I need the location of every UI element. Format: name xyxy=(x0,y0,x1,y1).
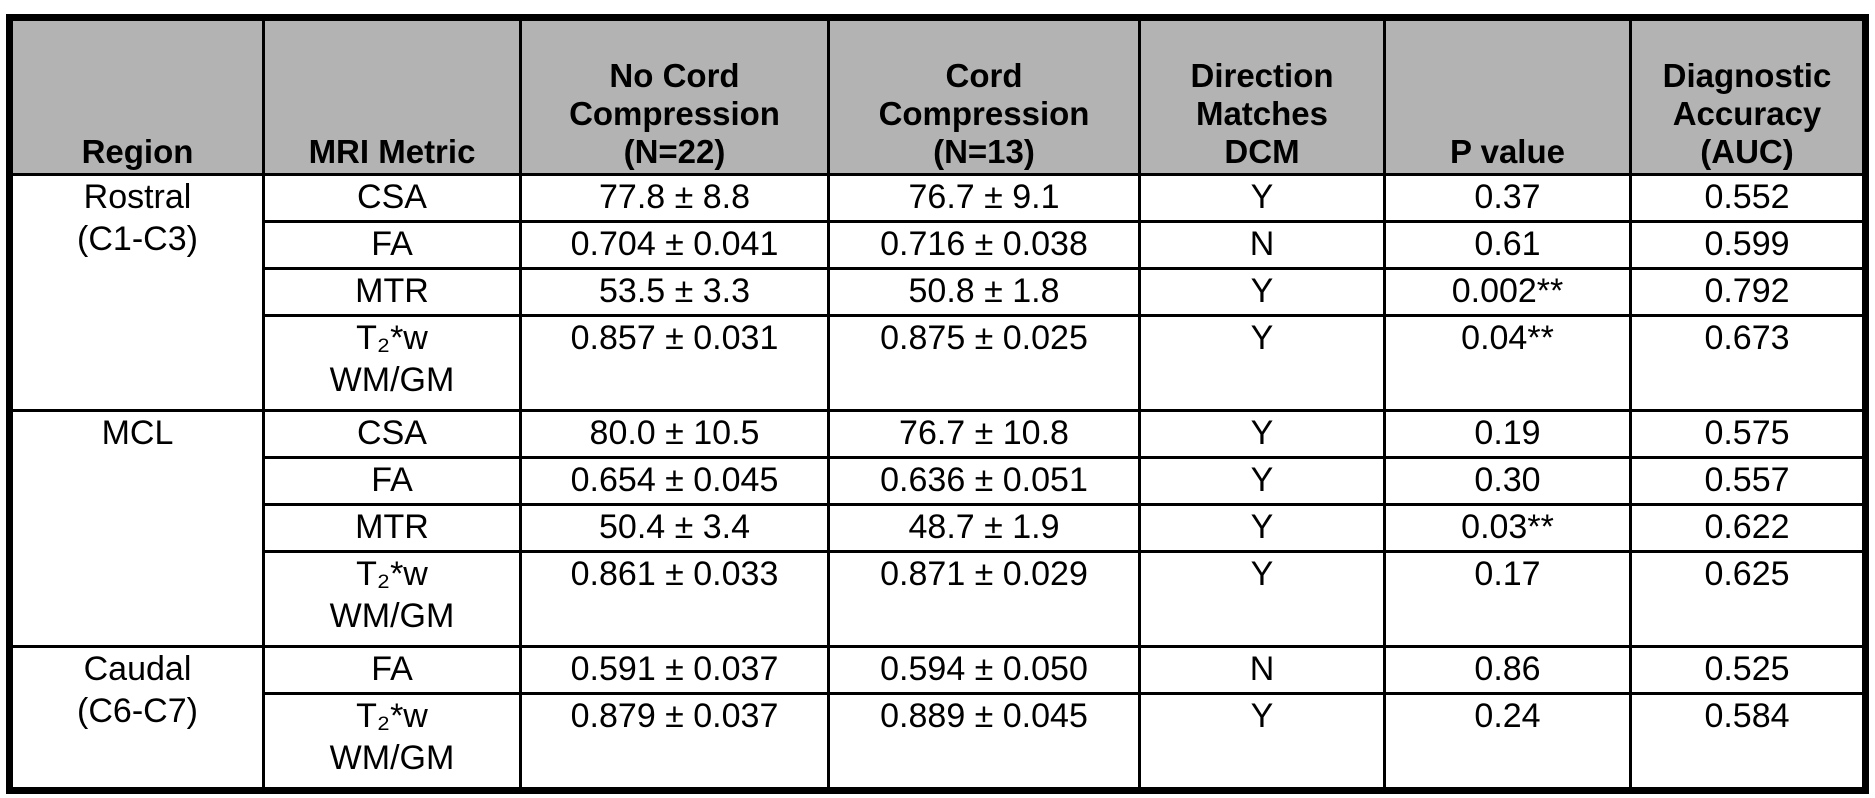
mri-metric: T₂*w WM/GM xyxy=(262,550,522,648)
mri-metric: MTR xyxy=(262,503,522,553)
compression-value: 0.716 ± 0.038 xyxy=(827,220,1141,270)
mri-metric: FA xyxy=(262,645,522,695)
auc-value: 0.792 xyxy=(1629,267,1867,317)
table-body: Rostral (C1-C3) CSA 77.8 ± 8.8 76.7 ± 9.1 Y 0… xyxy=(8,173,1867,792)
auc-value: 0.625 xyxy=(1629,550,1867,648)
mri-metric: FA xyxy=(262,220,522,270)
direction-match: Y xyxy=(1138,503,1386,553)
no-compression-value: 0.857 ± 0.031 xyxy=(519,314,830,412)
table-row: Caudal (C6-C7) FA 0.591 ± 0.037 0.594 ± 0.0… xyxy=(8,645,1867,792)
table-row: FA 0.704 ± 0.041 0.716 ± 0.038 N 0.61 0.599 xyxy=(10,220,1867,270)
direction-match: Y xyxy=(1138,550,1386,648)
table-row: MTR 53.5 ± 3.3 50.8 ± 1.8 Y 0.002** 0.792 xyxy=(10,267,1867,317)
region-cell: Rostral (C1-C3) xyxy=(8,173,265,412)
compression-value: 48.7 ± 1.9 xyxy=(827,503,1141,553)
header-diagnostic-accuracy: Diagnostic Accuracy (AUC) xyxy=(1629,16,1867,176)
table-row: T₂*w WM/GM 0.861 ± 0.033 0.871 ± 0.029 Y 0.1… xyxy=(10,550,1867,648)
p-value: 0.24 xyxy=(1383,692,1632,792)
no-compression-value: 0.591 ± 0.037 xyxy=(519,645,830,695)
p-value: 0.30 xyxy=(1383,456,1632,506)
compression-value: 0.875 ± 0.025 xyxy=(827,314,1141,412)
compression-value: 0.871 ± 0.029 xyxy=(827,550,1141,648)
header-no-cord-compression: No Cord Compression (N=22) xyxy=(519,16,830,176)
no-compression-value: 50.4 ± 3.4 xyxy=(519,503,830,553)
p-value: 0.19 xyxy=(1383,409,1632,459)
auc-value: 0.599 xyxy=(1629,220,1867,270)
direction-match: Y xyxy=(1138,314,1386,412)
mri-metric: T₂*w WM/GM xyxy=(262,692,522,792)
no-compression-value: 0.654 ± 0.045 xyxy=(519,456,830,506)
table-row: T₂*w WM/GM 0.879 ± 0.037 0.889 ± 0.045 Y 0.2… xyxy=(10,692,1867,792)
table-row: T₂*w WM/GM 0.857 ± 0.031 0.875 ± 0.025 Y 0.0… xyxy=(10,314,1867,412)
auc-value: 0.552 xyxy=(1629,173,1867,223)
no-compression-value: 0.861 ± 0.033 xyxy=(519,550,830,648)
region-cell: MCL xyxy=(8,409,265,648)
p-value: 0.61 xyxy=(1383,220,1632,270)
compression-value: 0.636 ± 0.051 xyxy=(827,456,1141,506)
header-direction-matches-dcm: Direction Matches DCM xyxy=(1138,16,1386,176)
mri-metric: FA xyxy=(262,456,522,506)
mri-metric: MTR xyxy=(262,267,522,317)
auc-value: 0.673 xyxy=(1629,314,1867,412)
direction-match: N xyxy=(1138,220,1386,270)
region-cell: Caudal (C6-C7) xyxy=(8,645,265,792)
direction-match: Y xyxy=(1138,173,1386,223)
header-p-value: P value xyxy=(1383,16,1632,176)
compression-value: 76.7 ± 9.1 xyxy=(827,173,1141,223)
auc-value: 0.622 xyxy=(1629,503,1867,553)
no-compression-value: 77.8 ± 8.8 xyxy=(519,173,830,223)
p-value: 0.37 xyxy=(1383,173,1632,223)
mri-metric: CSA xyxy=(262,409,522,459)
auc-value: 0.557 xyxy=(1629,456,1867,506)
header-region: Region xyxy=(8,16,265,176)
direction-match: Y xyxy=(1138,409,1386,459)
compression-value: 0.594 ± 0.050 xyxy=(827,645,1141,695)
p-value: 0.86 xyxy=(1383,645,1632,695)
mri-metric: T₂*w WM/GM xyxy=(262,314,522,412)
auc-value: 0.575 xyxy=(1629,409,1867,459)
table-row: Rostral (C1-C3) CSA 77.8 ± 8.8 76.7 ± 9.1 Y 0… xyxy=(8,173,1867,412)
header-cord-compression: Cord Compression (N=13) xyxy=(827,16,1141,176)
p-value: 0.04** xyxy=(1383,314,1632,412)
mri-metric: CSA xyxy=(262,173,522,223)
header-row: Region MRI Metric No Cord Compression (N… xyxy=(8,16,1867,176)
no-compression-value: 53.5 ± 3.3 xyxy=(519,267,830,317)
direction-match: Y xyxy=(1138,456,1386,506)
p-value: 0.002** xyxy=(1383,267,1632,317)
header-mri-metric: MRI Metric xyxy=(262,16,522,176)
p-value: 0.17 xyxy=(1383,550,1632,648)
table-row: MTR 50.4 ± 3.4 48.7 ± 1.9 Y 0.03** 0.622 xyxy=(10,503,1867,553)
direction-match: Y xyxy=(1138,692,1386,792)
no-compression-value: 0.704 ± 0.041 xyxy=(519,220,830,270)
table-row: FA 0.654 ± 0.045 0.636 ± 0.051 Y 0.30 0.557 xyxy=(10,456,1867,506)
direction-match: Y xyxy=(1138,267,1386,317)
compression-value: 76.7 ± 10.8 xyxy=(827,409,1141,459)
results-table: Region MRI Metric No Cord Compression (N… xyxy=(6,14,1869,794)
auc-value: 0.584 xyxy=(1629,692,1867,792)
compression-value: 0.889 ± 0.045 xyxy=(827,692,1141,792)
table-row: MCL CSA 80.0 ± 10.5 76.7 ± 10.8 Y 0.19 0.575 xyxy=(8,409,1867,648)
no-compression-value: 80.0 ± 10.5 xyxy=(519,409,830,459)
auc-value: 0.525 xyxy=(1629,645,1867,695)
p-value: 0.03** xyxy=(1383,503,1632,553)
direction-match: N xyxy=(1138,645,1386,695)
no-compression-value: 0.879 ± 0.037 xyxy=(519,692,830,792)
compression-value: 50.8 ± 1.8 xyxy=(827,267,1141,317)
